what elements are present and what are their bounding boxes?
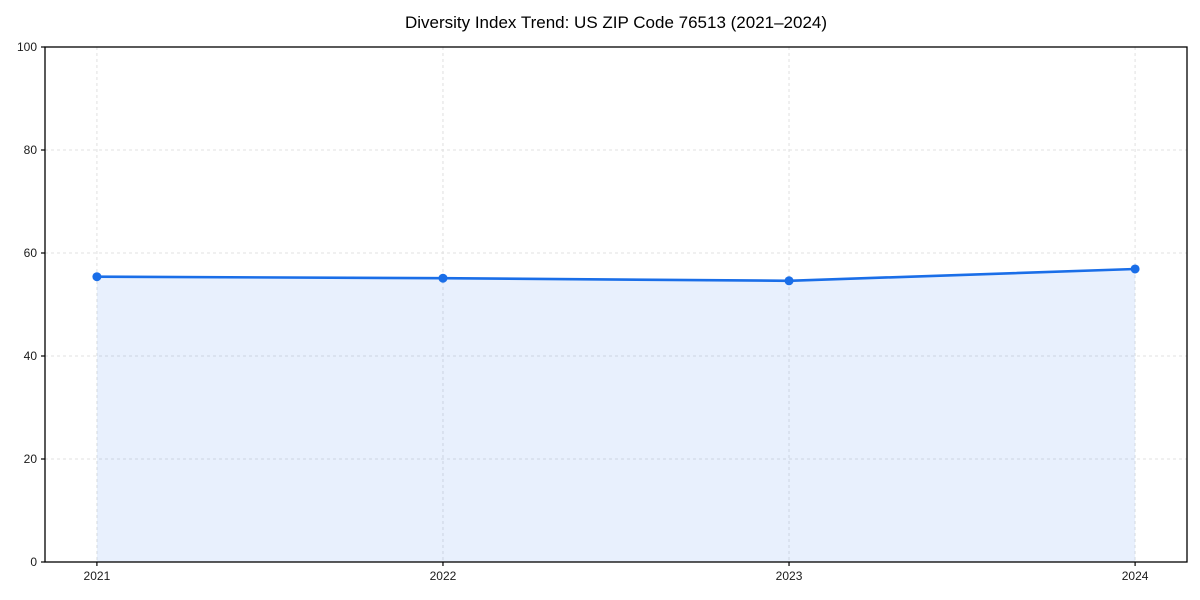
trend-line	[95, 267, 1137, 283]
y-tick-label: 80	[24, 143, 38, 157]
y-tick-label: 100	[17, 40, 37, 54]
area-fill	[96, 269, 1136, 562]
data-point	[438, 273, 448, 283]
data-point	[92, 272, 102, 282]
y-tick-label: 0	[30, 555, 37, 569]
data-point	[784, 276, 794, 286]
data-point	[1130, 264, 1140, 274]
x-tick-label: 2021	[84, 569, 111, 583]
x-tick-label: 2022	[430, 569, 457, 583]
chart-title: Diversity Index Trend: US ZIP Code 76513…	[404, 13, 828, 32]
x-tick-label: 2024	[1122, 569, 1149, 583]
x-tick-label: 2023	[776, 569, 803, 583]
y-tick-label: 40	[24, 349, 38, 363]
y-tick-label: 60	[24, 246, 38, 260]
plot-border	[44, 46, 1188, 563]
y-tick-label: 20	[24, 452, 38, 466]
